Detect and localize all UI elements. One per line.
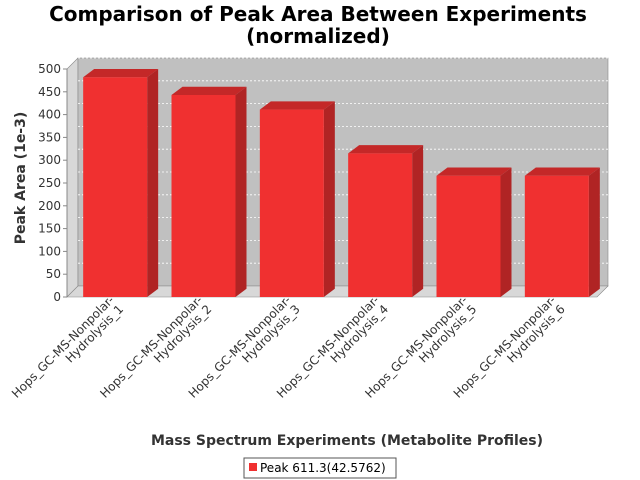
bar-side [412, 145, 424, 297]
bar-front [348, 153, 413, 297]
bar-top [171, 86, 247, 95]
y-axis-title: Peak Area (1e-3) [13, 112, 29, 245]
y-tick-label: 200 [38, 199, 61, 213]
y-tick-label: 250 [38, 176, 61, 190]
bar [348, 145, 424, 297]
bar-front [259, 109, 324, 297]
y-tick-label: 0 [53, 290, 61, 304]
bar-front [524, 175, 589, 297]
bar [171, 86, 247, 297]
y-axis: 0 50 100 150 200 250 300 350 400 450 500 [38, 62, 68, 304]
bar [83, 68, 159, 297]
bar [259, 101, 335, 297]
x-axis-labels: Hops_GC-MS-Nonpolar-Hydrolysis_1Hops_GC-… [9, 293, 568, 401]
chart-title: Comparison of Peak Area Between Experime… [49, 2, 587, 48]
x-axis-title: Mass Spectrum Experiments (Metabolite Pr… [151, 433, 543, 449]
bar-front [171, 94, 236, 297]
bar-top [259, 101, 335, 110]
chart-title-line-1: Comparison of Peak Area Between Experime… [49, 2, 587, 26]
bar-side [588, 167, 600, 297]
bar-front [436, 175, 501, 297]
gridlines [78, 57, 608, 264]
bar [436, 167, 512, 297]
y-tick-label: 400 [38, 108, 61, 122]
y-tick-label: 150 [38, 222, 61, 236]
bar [524, 167, 600, 297]
bar-top [348, 145, 424, 154]
bars [83, 68, 600, 297]
left-wall [66, 57, 79, 298]
legend-swatch [249, 463, 257, 471]
bar-top [436, 167, 512, 176]
y-tick-label: 100 [38, 244, 61, 258]
bar-front [83, 77, 148, 297]
y-tick-label: 50 [46, 267, 61, 281]
bar-side [235, 86, 247, 297]
bar-top [83, 68, 159, 78]
y-tick-label: 500 [38, 62, 61, 76]
bar-side [500, 167, 512, 297]
legend-box [243, 457, 397, 479]
bar-top [524, 167, 600, 176]
y-tick-label: 350 [38, 130, 61, 144]
chart-title-line-2: (normalized) [246, 24, 390, 48]
y-tick-label: 450 [38, 85, 61, 99]
legend: Peak 611.3(42.5762) [243, 457, 397, 479]
x-tick-label-line: Hops_GC-MS-Nonpolar- [9, 293, 117, 401]
legend-label: Peak 611.3(42.5762) [260, 461, 386, 475]
bar-side [147, 68, 159, 297]
y-tick-label: 300 [38, 153, 61, 167]
bar-side [323, 101, 335, 297]
